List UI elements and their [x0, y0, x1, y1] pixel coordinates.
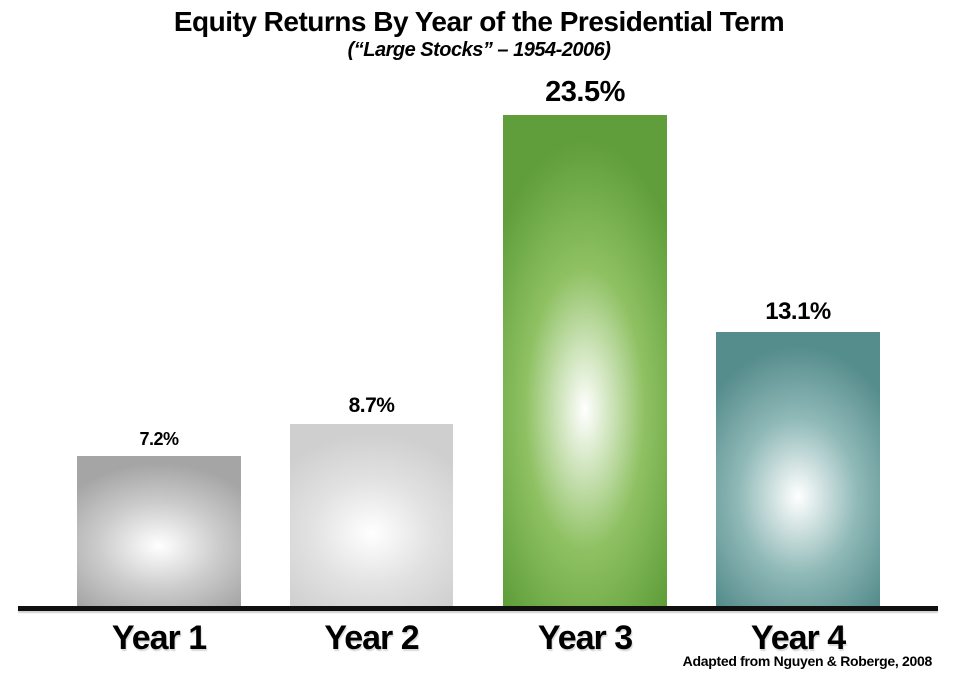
- x-axis-line: [18, 606, 938, 611]
- bar-value-label-year-3: 23.5%: [545, 76, 625, 108]
- bar-group-year-4: 13.1% Year 4: [716, 298, 880, 657]
- bar-group-year-1: 7.2% Year 1: [77, 429, 241, 657]
- bar-value-label-year-4: 13.1%: [765, 298, 831, 325]
- bar-year-3: [503, 115, 667, 606]
- bar-year-1: [77, 456, 241, 606]
- chart-subtitle: (“Large Stocks” – 1954-2006): [347, 39, 611, 61]
- bar-value-label-year-2: 8.7%: [348, 394, 395, 417]
- bar-value-label-year-1: 7.2%: [139, 429, 179, 449]
- bar-year-2: [290, 424, 453, 606]
- x-axis-label-year-2: Year 2: [324, 619, 419, 657]
- chart-header: Equity Returns By Year of the Presidenti…: [0, 6, 958, 62]
- chart-title: Equity Returns By Year of the Presidenti…: [173, 6, 785, 37]
- bar-group-year-2: 8.7% Year 2: [290, 394, 453, 657]
- x-axis-label-year-1: Year 1: [111, 619, 207, 657]
- attribution: Adapted from Nguyen & Roberge, 2008: [682, 653, 933, 669]
- x-axis-label-year-4: Year 4: [750, 619, 846, 657]
- bar-group-year-3: 23.5% Year 3: [503, 76, 667, 657]
- x-axis-label-year-3: Year 3: [537, 619, 633, 657]
- bar-year-4: [716, 332, 880, 606]
